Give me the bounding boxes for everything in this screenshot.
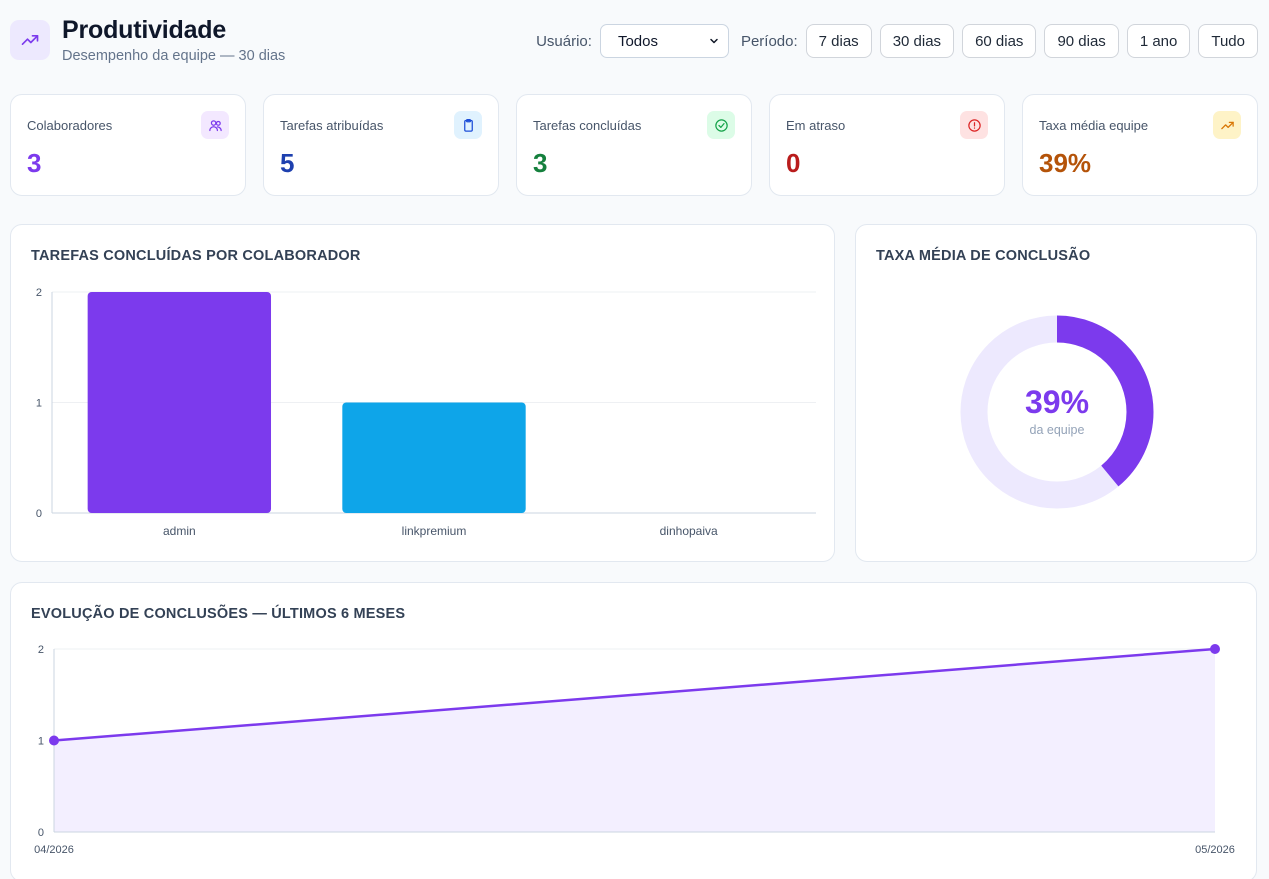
check-circle-icon bbox=[707, 111, 735, 139]
line-chart: 0 1 2 04/2026 05/2026 bbox=[34, 644, 1235, 856]
donut-center-caption: da equipe bbox=[1029, 423, 1085, 437]
area-fill bbox=[54, 649, 1215, 832]
donut-center-value: 39% bbox=[1024, 384, 1090, 420]
bar-linkpremium bbox=[342, 402, 526, 513]
bar-chart-title: TAREFAS CONCLUÍDAS POR COLABORADOR bbox=[31, 248, 361, 264]
x-category-label: admin bbox=[163, 524, 196, 538]
y-tick-label: 1 bbox=[36, 398, 42, 410]
page-header: Produtividade Desempenho da equipe — 30 … bbox=[10, 14, 1258, 70]
trending-up-icon bbox=[1213, 111, 1241, 139]
data-point bbox=[49, 735, 59, 746]
trending-up-icon bbox=[10, 20, 50, 60]
x-tick-label: 04/2026 bbox=[34, 844, 74, 856]
stat-label: Tarefas concluídas bbox=[533, 118, 642, 133]
stat-value: 3 bbox=[533, 148, 548, 178]
x-category-label: dinhopaiva bbox=[660, 524, 718, 538]
period-filter-label: Período: bbox=[740, 32, 798, 50]
y-tick-label: 0 bbox=[38, 827, 44, 839]
period-button-90d[interactable]: 90 dias bbox=[1044, 24, 1119, 58]
stat-card-overdue: Em atraso 0 bbox=[769, 94, 1005, 196]
period-button-1y[interactable]: 1 ano bbox=[1126, 24, 1191, 58]
stat-label: Tarefas atribuídas bbox=[280, 118, 384, 133]
stat-card-team-rate: Taxa média equipe 39% bbox=[1022, 94, 1258, 196]
stat-value: 0 bbox=[786, 148, 801, 178]
stat-value: 3 bbox=[27, 148, 42, 178]
clipboard-icon bbox=[454, 111, 482, 139]
y-tick-label: 0 bbox=[36, 508, 42, 520]
stat-value: 39% bbox=[1039, 148, 1092, 178]
stat-card-collaborators: Colaboradores 3 bbox=[10, 94, 246, 196]
bar-chart-card: TAREFAS CONCLUÍDAS POR COLABORADOR 0 1 2 ad… bbox=[10, 224, 835, 562]
line-chart-card: EVOLUÇÃO DE CONCLUSÕES — ÚLTIMOS 6 MESES… bbox=[10, 582, 1257, 879]
x-category-label: linkpremium bbox=[402, 524, 467, 538]
stat-card-assigned: Tarefas atribuídas 5 bbox=[263, 94, 499, 196]
users-icon bbox=[201, 111, 229, 139]
series-line bbox=[53, 647, 1216, 742]
chevron-down-icon bbox=[710, 38, 718, 44]
page-title: Produtividade bbox=[62, 16, 227, 44]
x-tick-label: 05/2026 bbox=[1195, 844, 1235, 856]
bar-admin bbox=[87, 292, 272, 513]
data-point bbox=[1210, 644, 1220, 654]
period-button-60d[interactable]: 60 dias bbox=[962, 24, 1037, 58]
stats-row: Colaboradores 3 Tarefas atribuídas 5 Tar… bbox=[10, 94, 1258, 196]
donut-chart bbox=[960, 315, 1154, 509]
y-tick-label: 2 bbox=[38, 644, 44, 656]
stat-value: 5 bbox=[280, 148, 295, 178]
user-select-value: Todos bbox=[617, 32, 658, 50]
period-button-30d[interactable]: 30 dias bbox=[879, 24, 955, 58]
stat-label: Em atraso bbox=[786, 118, 846, 133]
page-subtitle: Desempenho da equipe — 30 dias bbox=[62, 48, 286, 64]
y-tick-label: 1 bbox=[38, 736, 44, 748]
bar-chart: 0 1 2 admin linkpremium dinhopaiva bbox=[36, 287, 816, 538]
donut-segment-completed bbox=[960, 315, 1154, 509]
donut-chart-card: TAXA MÉDIA DE CONCLUSÃO 39% da equipe bbox=[855, 224, 1257, 562]
stat-label: Colaboradores bbox=[27, 118, 113, 133]
period-button-7d[interactable]: 7 dias bbox=[805, 24, 872, 58]
stat-card-completed: Tarefas concluídas 3 bbox=[516, 94, 752, 196]
user-select[interactable]: Todos bbox=[599, 24, 729, 58]
alert-circle-icon bbox=[960, 111, 988, 139]
line-chart-title: EVOLUÇÃO DE CONCLUSÕES — ÚLTIMOS 6 MESES bbox=[31, 606, 406, 622]
period-button-all[interactable]: Tudo bbox=[1198, 24, 1258, 58]
user-filter-label: Usuário: bbox=[536, 32, 592, 50]
y-tick-label: 2 bbox=[36, 287, 42, 299]
stat-label: Taxa média equipe bbox=[1039, 118, 1149, 133]
filters-bar: Usuário: Todos Período: 7 dias 30 dias 6… bbox=[536, 24, 1258, 58]
donut-chart-title: TAXA MÉDIA DE CONCLUSÃO bbox=[876, 248, 1091, 264]
